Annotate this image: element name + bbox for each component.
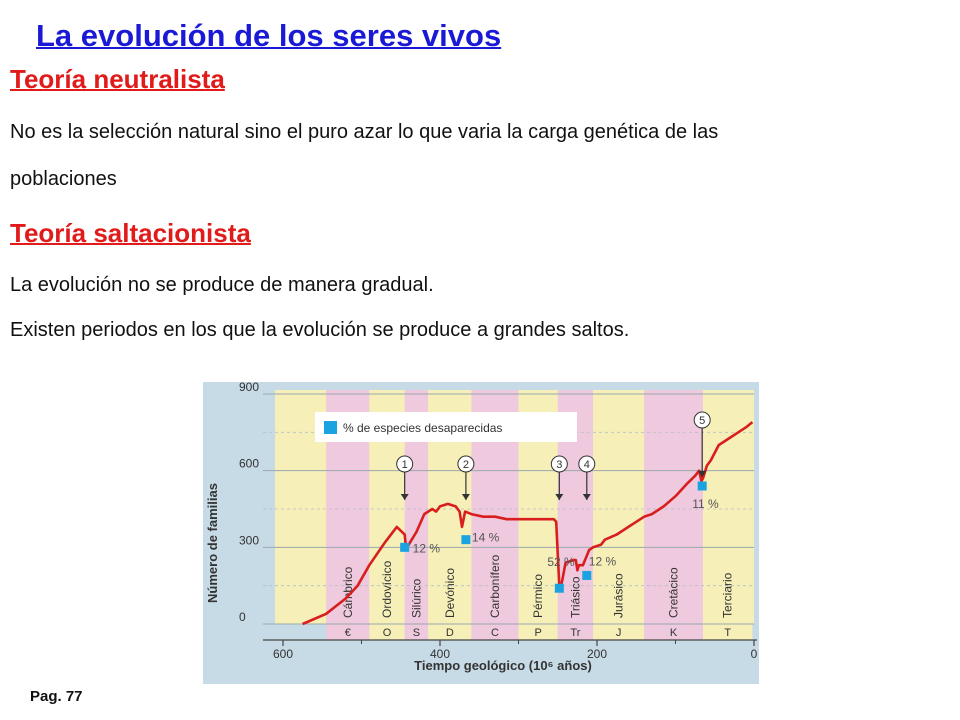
axes: 900 600 300 0 600 400 200 0	[239, 382, 758, 661]
period-symbol-label: J	[616, 627, 622, 639]
period-name-label: Carbonífero	[488, 554, 502, 618]
neutralist-theory-heading: Teoría neutralista	[10, 64, 225, 94]
grid-lines	[263, 393, 754, 625]
extinction-number: 1	[402, 459, 408, 471]
extinction-arrowhead	[582, 494, 591, 500]
saltationist-text-line-1: La evolución no se produce de manera gra…	[10, 274, 434, 296]
x-tick-label: 600	[273, 647, 293, 661]
extinction-number: 5	[699, 415, 705, 427]
period-name-label: Cámbrico	[341, 566, 355, 618]
extinction-number: 2	[463, 459, 469, 471]
period-symbol-band	[369, 624, 405, 640]
extinction-percent-label: 12 %	[413, 541, 441, 555]
y-tick-label: 600	[239, 457, 259, 471]
extinction-percent-label: 14 %	[472, 531, 500, 545]
legend: % de especies desaparecidas	[315, 412, 577, 442]
legend-swatch	[324, 421, 337, 434]
period-symbol-label: K	[670, 627, 678, 639]
family-extinction-chart: 900 600 300 0 600 400 200 0 Cámbrico € Ordovícico…	[203, 382, 759, 684]
extinction-arrowhead	[461, 494, 470, 500]
period-name-label: Triásico	[568, 576, 582, 618]
extinction-percent-label: 52 %	[547, 555, 575, 569]
period-name-label: Ordovícico	[380, 560, 394, 618]
period-name-label: Devónico	[443, 568, 457, 618]
period-symbol-band	[593, 624, 645, 640]
period-name-label: Cretácico	[667, 567, 681, 618]
families-line	[302, 421, 754, 626]
period-symbol-band	[702, 624, 753, 640]
period-name-label: Jurásico	[612, 573, 626, 618]
period-symbol-band	[428, 624, 472, 640]
extinction-arrowhead	[698, 471, 707, 477]
period-symbol-label: S	[413, 627, 420, 639]
y-tick-label: 0	[239, 610, 246, 624]
period-symbol-label: T	[724, 627, 731, 639]
saltationist-theory-heading: Teoría saltacionista	[10, 218, 251, 248]
extinction-events: 1 12 % 2 14 % 3 52 % 4 12 % 5 11 %	[396, 411, 719, 593]
period-bands	[275, 390, 754, 640]
legend-label: % de especies desaparecidas	[343, 421, 502, 435]
period-band	[404, 390, 429, 624]
extinction-arrowhead	[400, 494, 409, 500]
period-symbol-label: €	[345, 627, 351, 639]
x-tick-label: 200	[587, 647, 607, 661]
y-tick-label: 300	[239, 533, 259, 547]
period-symbol-label: P	[534, 627, 541, 639]
extinction-arrowhead	[555, 494, 564, 500]
extinction-marker	[554, 583, 564, 593]
period-symbol-band	[518, 624, 558, 640]
extinction-marker	[697, 481, 707, 491]
period-name-label: Pérmico	[531, 574, 545, 618]
neutralist-text-line-2: poblaciones	[10, 168, 117, 190]
period-symbol-band	[471, 624, 519, 640]
saltationist-text-line-2: Existen periodos en los que la evolución…	[10, 319, 630, 341]
neutralist-text-line-1: No es la selección natural sino el puro …	[10, 121, 719, 143]
extinction-percent-label: 12 %	[589, 554, 617, 568]
extinction-marker	[582, 570, 592, 580]
period-symbol-label: O	[383, 627, 392, 639]
x-tick-label: 400	[430, 647, 450, 661]
extinction-marker	[461, 535, 471, 545]
extinction-number: 3	[556, 459, 562, 471]
period-band	[593, 390, 645, 624]
x-tick-label: 0	[751, 647, 758, 661]
legend-box	[315, 412, 577, 442]
period-symbol-band	[404, 624, 429, 640]
period-band	[644, 390, 703, 624]
period-symbol-label: Tr	[570, 627, 580, 639]
extinction-marker	[400, 542, 410, 552]
period-symbol-label: D	[446, 627, 454, 639]
y-axis-label: Número de familias	[205, 483, 220, 603]
period-name-label: Terciario	[721, 572, 735, 618]
extinction-number: 4	[584, 459, 590, 471]
period-symbol-label: C	[491, 627, 499, 639]
slide-title: La evolución de los seres vivos	[36, 18, 502, 53]
period-name-label: Silúrico	[409, 578, 423, 618]
period-labels: Cámbrico € Ordovícico O Silúrico S Devónico D Ca…	[341, 554, 735, 639]
extinction-percent-label: 11 %	[692, 497, 719, 511]
x-axis-label: Tiempo geológico (10⁶ años)	[414, 658, 592, 673]
period-symbol-band	[557, 624, 594, 640]
period-symbol-band	[326, 624, 370, 640]
page-reference: Pag. 77	[30, 688, 83, 705]
period-symbol-band	[644, 624, 703, 640]
y-tick-label: 900	[239, 382, 259, 394]
